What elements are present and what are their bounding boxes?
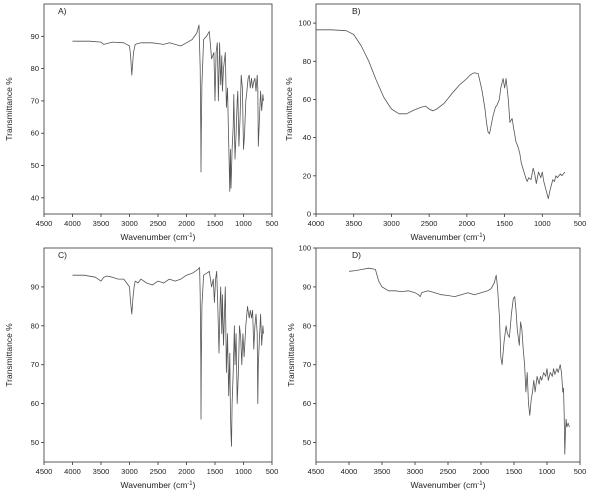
x-axis-title: Wavenumber (cm-1) bbox=[411, 232, 486, 242]
x-tick-label: 3500 bbox=[93, 467, 110, 476]
x-tick-label: 2000 bbox=[473, 467, 490, 476]
x-tick-label: 4500 bbox=[36, 219, 53, 228]
x-tick-label: 4000 bbox=[341, 467, 358, 476]
y-tick-label: 80 bbox=[31, 321, 39, 330]
panel-label: D) bbox=[352, 250, 361, 260]
x-tick-label: 2500 bbox=[150, 219, 167, 228]
x-tick-label: 3500 bbox=[93, 219, 110, 228]
y-tick-label: 40 bbox=[303, 133, 311, 142]
y-tick-label: 100 bbox=[298, 19, 311, 28]
x-tick-label: 3500 bbox=[345, 219, 362, 228]
spectrum-line bbox=[348, 267, 570, 455]
x-tick-label: 1000 bbox=[539, 467, 556, 476]
x-axis-title: Wavenumber (cm-1) bbox=[121, 232, 196, 242]
y-tick-label: 50 bbox=[303, 438, 311, 447]
x-tick-label: 1500 bbox=[506, 467, 523, 476]
x-tick-label: 500 bbox=[266, 219, 279, 228]
y-axis-title: Transmittance % bbox=[4, 323, 14, 387]
panel-label: C) bbox=[58, 250, 67, 260]
y-tick-label: 80 bbox=[31, 64, 39, 73]
y-axis-title: Transmittance % bbox=[284, 77, 294, 141]
x-tick-label: 2500 bbox=[421, 219, 438, 228]
spectrum-line bbox=[72, 267, 264, 447]
y-tick-label: 50 bbox=[31, 161, 39, 170]
plot-frame bbox=[43, 247, 273, 463]
x-axis-title-close: ) bbox=[483, 480, 486, 490]
y-tick-label: 80 bbox=[303, 57, 311, 66]
y-tick-label: 70 bbox=[31, 96, 39, 105]
x-axis-title: Wavenumber (cm-1) bbox=[121, 480, 196, 490]
y-tick-label: 70 bbox=[31, 360, 39, 369]
x-tick-label: 4000 bbox=[64, 219, 81, 228]
plot-frame bbox=[315, 3, 581, 215]
x-axis-title-main: Wavenumber (cm bbox=[411, 232, 478, 242]
y-tick-label: 90 bbox=[31, 282, 39, 291]
plot-frame bbox=[315, 247, 581, 463]
x-axis-title-main: Wavenumber (cm bbox=[121, 232, 188, 242]
y-tick-label: 50 bbox=[31, 438, 39, 447]
x-axis-title-close: ) bbox=[483, 232, 486, 242]
y-tick-label: 90 bbox=[303, 282, 311, 291]
x-tick-label: 2000 bbox=[178, 467, 195, 476]
x-axis-title-sup: -1 bbox=[477, 233, 483, 239]
x-axis-title-sup: -1 bbox=[477, 481, 483, 487]
x-axis-title-main: Wavenumber (cm bbox=[121, 480, 188, 490]
y-tick-label: 60 bbox=[31, 129, 39, 138]
y-tick-label: 60 bbox=[303, 399, 311, 408]
y-axis-title: Transmittance % bbox=[4, 77, 14, 141]
x-tick-label: 1500 bbox=[496, 219, 513, 228]
x-axis-title-main: Wavenumber (cm bbox=[411, 480, 478, 490]
spectrum-line bbox=[72, 24, 264, 192]
x-tick-label: 2500 bbox=[440, 467, 457, 476]
y-tick-label: 90 bbox=[31, 32, 39, 41]
y-tick-label: 20 bbox=[303, 171, 311, 180]
panel-label: B) bbox=[352, 6, 361, 16]
spectrum-line bbox=[316, 29, 566, 200]
x-axis-title: Wavenumber (cm-1) bbox=[411, 480, 486, 490]
x-axis-title-close: ) bbox=[193, 480, 196, 490]
y-tick-label: 0 bbox=[307, 210, 311, 219]
y-tick-label: 70 bbox=[303, 360, 311, 369]
panel-4: 4500 4000 3500 3000 2500 2000 1500 1000 500 50 60 7… bbox=[286, 244, 586, 491]
x-tick-label: 2000 bbox=[459, 219, 476, 228]
x-tick-label: 4000 bbox=[64, 467, 81, 476]
x-tick-label: 1000 bbox=[235, 219, 252, 228]
y-tick-label: 60 bbox=[31, 399, 39, 408]
x-tick-label: 3500 bbox=[374, 467, 391, 476]
x-tick-label: 2500 bbox=[150, 467, 167, 476]
x-tick-label: 1500 bbox=[207, 467, 224, 476]
x-axis-title-close: ) bbox=[193, 232, 196, 242]
panel-1: 4500 4000 3500 3000 2500 2000 1500 1000 500 40 50 6… bbox=[4, 3, 279, 242]
x-tick-label: 500 bbox=[574, 219, 587, 228]
x-tick-label: 4000 bbox=[308, 219, 325, 228]
y-tick-label: 80 bbox=[303, 321, 311, 330]
panel-label: A) bbox=[58, 6, 67, 16]
x-tick-label: 2000 bbox=[178, 219, 195, 228]
x-tick-label: 500 bbox=[266, 467, 279, 476]
x-tick-label: 1500 bbox=[207, 219, 224, 228]
y-tick-label: 100 bbox=[298, 244, 311, 253]
x-tick-label: 4500 bbox=[308, 467, 325, 476]
y-tick-label: 60 bbox=[303, 95, 311, 104]
x-tick-label: 1000 bbox=[534, 219, 551, 228]
panel-2: 4000 3500 3000 2500 2000 1500 1000 500 0 20 40 60 80… bbox=[284, 3, 587, 242]
x-tick-label: 500 bbox=[574, 467, 587, 476]
x-axis-title-sup: -1 bbox=[187, 233, 193, 239]
x-tick-label: 3000 bbox=[407, 467, 424, 476]
x-tick-label: 4500 bbox=[36, 467, 53, 476]
x-tick-label: 3000 bbox=[121, 467, 138, 476]
x-tick-label: 1000 bbox=[235, 467, 252, 476]
x-axis-title-sup: -1 bbox=[187, 481, 193, 487]
x-tick-label: 3000 bbox=[383, 219, 400, 228]
x-tick-label: 3000 bbox=[121, 219, 138, 228]
panel-3: 4500 4000 3500 3000 2500 2000 1500 1000 500 50 60 7… bbox=[4, 247, 279, 490]
y-tick-label: 40 bbox=[31, 193, 39, 202]
y-axis-title: Transmittance % bbox=[286, 323, 296, 387]
